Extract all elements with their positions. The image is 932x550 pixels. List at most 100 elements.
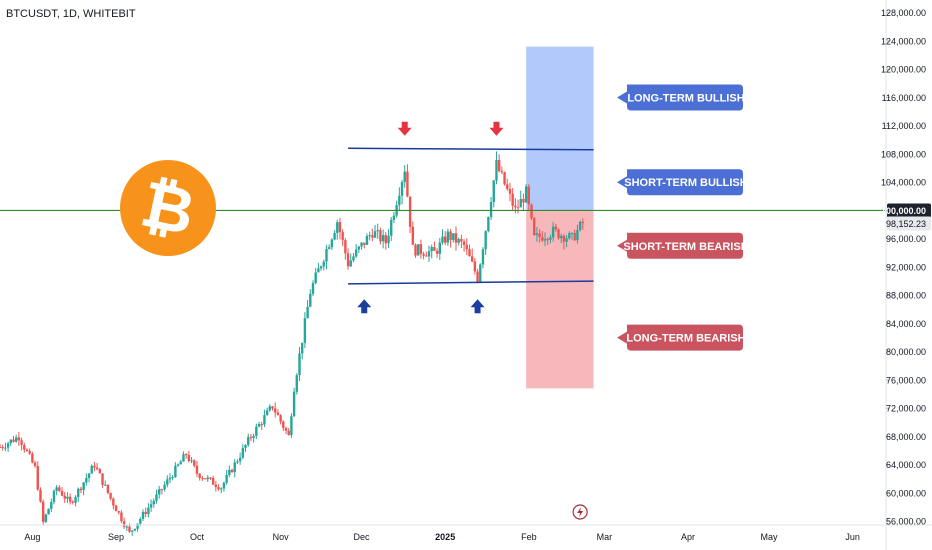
candle-body bbox=[384, 235, 388, 244]
candle-body bbox=[354, 249, 358, 257]
candle-body bbox=[479, 264, 482, 282]
candle-body bbox=[203, 478, 207, 480]
candle-body bbox=[578, 221, 582, 230]
candle-body bbox=[112, 498, 115, 506]
y-tick-label: 104,000.00 bbox=[881, 178, 926, 188]
candle-body bbox=[274, 408, 277, 413]
candle-body bbox=[379, 230, 382, 242]
candle-body bbox=[414, 244, 417, 256]
candle-body bbox=[77, 488, 80, 498]
candle-body bbox=[211, 477, 215, 485]
candle-body bbox=[325, 248, 328, 262]
candle-body bbox=[457, 239, 460, 243]
x-axis: Aug Sep Oct Nov Dec 2025 Feb Mar Apr May Jun bbox=[24, 532, 860, 542]
candle-body bbox=[438, 242, 442, 254]
candle-body bbox=[257, 424, 261, 427]
candle-body bbox=[511, 193, 514, 206]
candle-body bbox=[492, 180, 495, 203]
x-tick-label: Nov bbox=[273, 532, 290, 542]
candle-body bbox=[422, 253, 425, 256]
y-tick-label: 72,000.00 bbox=[886, 404, 926, 414]
bear-zone bbox=[526, 210, 594, 389]
candle-body bbox=[565, 238, 568, 242]
candle-body bbox=[12, 439, 15, 442]
candle-body bbox=[155, 494, 158, 501]
candle-body bbox=[95, 467, 99, 470]
annotation-label: LONG-TERM BULLISH bbox=[627, 92, 744, 104]
candle-body bbox=[411, 226, 415, 245]
bitcoin-coin bbox=[120, 160, 216, 256]
candle-body bbox=[263, 415, 266, 425]
candle-body bbox=[557, 229, 560, 239]
candle-body bbox=[85, 477, 88, 483]
candle-body bbox=[141, 511, 145, 519]
candle-body bbox=[295, 375, 298, 392]
candle-body bbox=[508, 188, 512, 194]
candle-body bbox=[104, 484, 107, 486]
y-tick-label: 68,000.00 bbox=[886, 432, 926, 442]
symbol-title: BTCUSDT, 1D, WHITEBIT bbox=[6, 8, 136, 20]
candle-body bbox=[309, 293, 312, 307]
candle-body bbox=[193, 460, 196, 466]
y-tick-label: 128,000.00 bbox=[881, 8, 926, 18]
candle-body bbox=[268, 406, 272, 411]
annotation-box bbox=[617, 84, 743, 111]
y-tick-label: 124,000.00 bbox=[881, 36, 926, 46]
candle-body bbox=[576, 229, 579, 241]
candle-body bbox=[568, 233, 571, 239]
candle-body bbox=[195, 465, 199, 474]
candle-body bbox=[562, 235, 566, 242]
candle-body bbox=[71, 501, 75, 503]
x-tick-label: Feb bbox=[521, 532, 537, 542]
candle-body bbox=[176, 464, 180, 466]
candle-body bbox=[209, 477, 212, 479]
price-tag bbox=[887, 216, 931, 231]
candle-body bbox=[425, 255, 428, 257]
candle-body bbox=[236, 461, 239, 463]
candle-body bbox=[179, 461, 182, 465]
candle-body bbox=[427, 251, 431, 257]
candle-body bbox=[495, 159, 498, 181]
candle-body bbox=[252, 435, 255, 438]
candle-body bbox=[271, 406, 274, 409]
candle-body bbox=[39, 489, 42, 502]
candle-body bbox=[560, 235, 563, 239]
x-tick-label: Dec bbox=[354, 532, 371, 542]
annotation-label: LONG-TERM BEARISH bbox=[626, 333, 745, 345]
candle-body bbox=[206, 477, 209, 480]
candle-body bbox=[381, 235, 385, 242]
candle-body bbox=[317, 268, 320, 273]
candle-body bbox=[90, 465, 93, 474]
candle-body bbox=[41, 501, 45, 522]
candle-body bbox=[408, 196, 412, 227]
candle-body bbox=[52, 490, 56, 503]
candle-body bbox=[241, 447, 245, 458]
candle-body bbox=[554, 226, 558, 230]
candle-body bbox=[82, 482, 85, 491]
candle-body bbox=[163, 484, 166, 490]
candle-body bbox=[152, 500, 155, 505]
candle-body bbox=[360, 242, 363, 247]
blue-up-arrow-icon bbox=[357, 299, 372, 314]
candle-body bbox=[387, 235, 390, 244]
candle-body bbox=[497, 159, 501, 172]
annotation-box bbox=[617, 324, 743, 351]
candle-body bbox=[31, 453, 34, 463]
candle-body bbox=[98, 469, 102, 474]
candle-body bbox=[551, 226, 555, 238]
candle-body bbox=[182, 454, 185, 462]
candle-body bbox=[357, 246, 361, 250]
candle-body bbox=[114, 505, 118, 512]
candle-body bbox=[417, 244, 420, 256]
candle-body bbox=[446, 231, 450, 243]
candle-body bbox=[373, 231, 377, 238]
candle-body bbox=[398, 195, 401, 206]
candle-body bbox=[133, 528, 137, 531]
candle-body bbox=[470, 256, 474, 262]
annotation-box bbox=[617, 232, 743, 259]
candle-body bbox=[190, 460, 193, 462]
candle-body bbox=[503, 172, 506, 185]
y-tick-label: 56,000.00 bbox=[886, 517, 926, 527]
candle-body bbox=[419, 244, 423, 254]
